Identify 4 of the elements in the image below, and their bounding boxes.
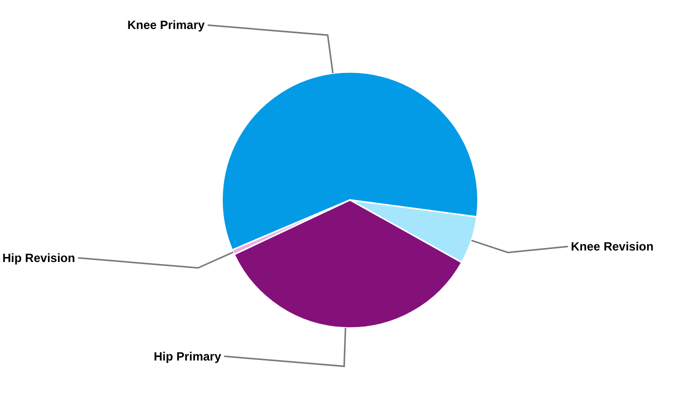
- slice-label: Knee Revision: [570, 240, 654, 254]
- slice-label: Hip Primary: [154, 349, 222, 364]
- slice-label: Knee Primary: [127, 18, 206, 32]
- slice-label: Hip Revision: [2, 250, 76, 265]
